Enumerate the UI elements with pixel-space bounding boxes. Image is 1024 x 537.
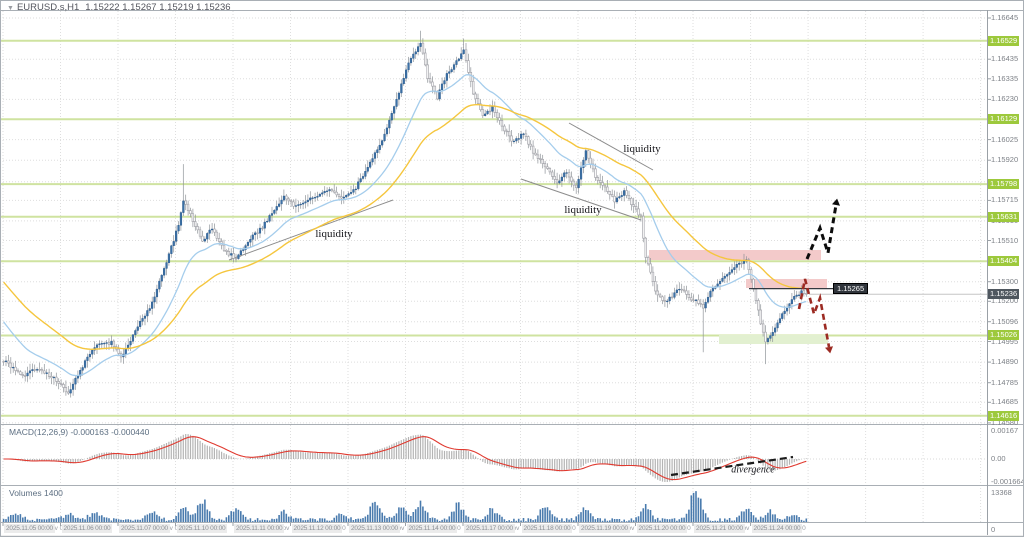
date-label: 2025.11.24 00:00 [751, 524, 803, 533]
macd-signal-line [3, 436, 807, 481]
trendline[interactable] [520, 178, 642, 221]
price-tick-label: 1.14685 [991, 397, 1019, 407]
date-label: 2025.11.13 00:00 [349, 524, 400, 533]
time-tick-fragment: lov [511, 525, 520, 532]
supply-zone-1[interactable] [649, 250, 821, 260]
indicator-tick-label: 13368 [991, 488, 1012, 497]
macd-name: MACD(12,26,9) [9, 427, 69, 437]
time-tick-fragment: lov [281, 525, 290, 532]
date-label: 2025.11.06 00:00 [61, 524, 113, 533]
date-label: 2025.11.05 00:00 [4, 524, 55, 533]
date-label: 2025.11.18 00:00 [521, 524, 573, 533]
candle-wicks [3, 30, 807, 398]
current-price-badge: 1.15236 [988, 289, 1020, 300]
liquidity-label[interactable]: liquidity [564, 204, 602, 216]
price-tick-label: 1.14785 [991, 377, 1019, 387]
liquidity-label[interactable]: liquidity [315, 228, 353, 240]
fast-ma-line [3, 74, 807, 377]
bear-candles [2, 42, 808, 394]
price-tick-label: 1.14995 [991, 336, 1019, 346]
volume-bars [2, 491, 808, 522]
price-tick-label: 1.16435 [991, 54, 1019, 64]
date-label: 2025.11.11 00:00 [234, 524, 285, 533]
bull-candles [4, 42, 803, 394]
volumes-indicator-label: Volumes 1400 [9, 488, 63, 498]
price-tick-label: 1.15096 [991, 316, 1019, 326]
date-label: 2025.11.10 00:00 [176, 524, 228, 533]
volumes-name: Volumes [9, 488, 42, 498]
indicator-tick-label: 0 [991, 525, 996, 534]
price-tick-label: 1.15920 [991, 155, 1019, 165]
date-label: 2025.11.20 00:00 [636, 524, 688, 533]
level-price-badge: 1.15026 [988, 330, 1020, 341]
price-tick-label: 1.15200 [991, 296, 1019, 306]
ohlc-values: 1.15222 1.15267 1.15219 1.15236 [85, 2, 231, 13]
bullish-projection-arrow-head [832, 198, 840, 206]
level-price-badge: 1.15631 [988, 211, 1020, 222]
price-tick-label: 1.15715 [991, 195, 1019, 205]
bullish-projection-arrow[interactable] [805, 204, 838, 260]
time-tick-fragment: ov 0 [166, 525, 179, 532]
date-label: 2025.11.12 00:00 [291, 524, 343, 533]
divergence-line[interactable] [670, 455, 794, 477]
price-tick-label: 1.15300 [991, 276, 1019, 286]
supply-zone-2[interactable] [746, 279, 827, 288]
liquidity-label[interactable]: liquidity [623, 143, 661, 155]
time-tick-fragment: ov 0 [51, 525, 64, 532]
volumes-value: 1400 [43, 488, 63, 498]
demand-zone[interactable] [719, 335, 828, 344]
price-tick-label: 1.16025 [991, 134, 1019, 144]
date-label: 2025.11.17 00:00 [464, 524, 515, 533]
price-tick-label: 1.14890 [991, 357, 1019, 367]
symbol-timeframe: EURUSD.s,H1 [16, 2, 80, 13]
indicator-tick-label: 0.00167 [991, 426, 1019, 435]
price-tick-label: 1.16645 [991, 13, 1019, 22]
date-label: 2025.11.07 00:00 [119, 524, 170, 533]
trendline[interactable] [568, 122, 654, 171]
window-resize-strip [1, 535, 1023, 536]
chart-title: ▼ EURUSD.s,H1 1.15222 1.15267 1.15219 1.15… [7, 2, 231, 13]
macd-indicator-label: MACD(12,26,9) -0.000163 -0.000440 [9, 427, 149, 437]
level-price-badge: 1.15404 [988, 256, 1020, 267]
bearish-projection-arrow-head [825, 346, 833, 354]
level-price-badge: 1.16129 [988, 114, 1020, 125]
macd-values: -0.000163 -0.000440 [70, 427, 150, 437]
date-label: 2025.11.19 00:00 [579, 524, 630, 533]
macd-histogram [7, 434, 807, 482]
date-label: 2025.11.14 00:00 [406, 524, 458, 533]
date-label: 2025.11.21 00:00 [694, 524, 745, 533]
horizontal-line-price-label[interactable]: 1.15265 [833, 283, 869, 294]
time-tick-fragment: lov [741, 525, 750, 532]
indicator-tick-label: -0.001664 [991, 477, 1024, 486]
price-tick-label: 1.16230 [991, 94, 1019, 104]
bearish-projection-arrow[interactable] [797, 278, 831, 348]
collapse-icon[interactable]: ▼ [7, 5, 14, 12]
divergence-label[interactable]: divergence [731, 464, 775, 476]
price-tick-label: 1.14580 [991, 417, 1019, 427]
time-tick-fragment: lov [626, 525, 635, 532]
level-price-badge: 1.15798 [988, 179, 1020, 190]
level-price-badge: 1.14616 [988, 410, 1020, 421]
slow-ma-line [3, 103, 807, 351]
time-tick-fragment: lov [396, 525, 405, 532]
indicator-tick-label: 0.00 [991, 454, 1006, 463]
price-tick-label: 1.16335 [991, 73, 1019, 83]
price-tick-label: 1.15510 [991, 235, 1019, 245]
level-price-badge: 1.16529 [988, 35, 1020, 46]
